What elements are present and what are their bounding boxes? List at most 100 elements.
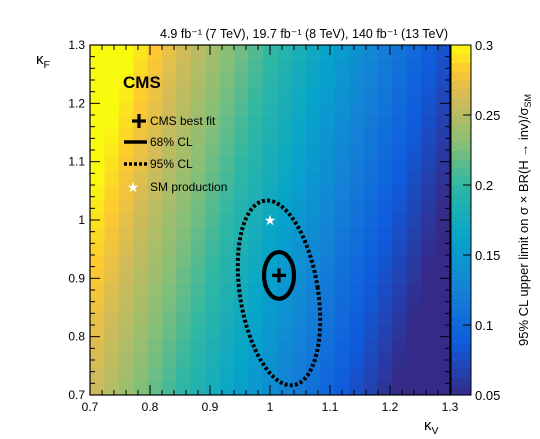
color-bar-segment — [451, 88, 471, 99]
heatmap-cell — [190, 255, 206, 270]
heatmap-cell — [392, 171, 408, 186]
heatmap-cell — [363, 115, 379, 130]
heatmap-cell — [248, 283, 264, 298]
heatmap-cell — [306, 87, 321, 102]
heatmap-cell — [90, 143, 105, 158]
heatmap-cell — [349, 199, 365, 214]
heatmap-cell — [90, 283, 105, 298]
heatmap-cell — [291, 129, 307, 144]
heatmap-cell — [392, 143, 408, 158]
heatmap-cell — [291, 59, 307, 74]
heatmap-cell — [306, 269, 321, 284]
heatmap-cell — [392, 115, 408, 130]
color-bar-segment — [451, 132, 471, 142]
heatmap-cell — [205, 143, 221, 158]
heatmap-cell — [248, 73, 264, 88]
x-axis-title: κV — [424, 417, 439, 437]
heatmap-cell — [118, 381, 134, 395]
heatmap-cell — [90, 297, 105, 312]
heatmap-cell — [162, 353, 177, 368]
heatmap-cell — [334, 59, 350, 74]
heatmap-cell — [277, 311, 293, 326]
heatmap-cell — [277, 101, 293, 116]
heatmap-cell — [190, 381, 206, 395]
heatmap-cell — [378, 255, 393, 270]
heatmap-cell — [190, 59, 206, 74]
heatmap-cell — [392, 255, 408, 270]
heatmap-cell — [118, 171, 134, 186]
heatmap-cell — [118, 255, 134, 270]
heatmap-cell — [363, 45, 379, 60]
x-tick-label: 0.7 — [82, 400, 99, 414]
svg-text:SM production: SM production — [150, 180, 227, 194]
heatmap-cell — [421, 199, 437, 214]
color-bar-segment — [451, 97, 471, 107]
heatmap-cell — [190, 115, 206, 130]
heatmap-cell — [406, 283, 422, 298]
heatmap-cell — [133, 129, 149, 144]
heatmap-cell — [349, 213, 365, 228]
heatmap-cell — [421, 213, 437, 228]
color-bar-segment — [451, 202, 471, 212]
heatmap-cell — [435, 297, 450, 312]
heatmap-cell — [118, 115, 134, 130]
y-tick-label: 1.2 — [68, 96, 85, 110]
heatmap-cell — [205, 185, 221, 200]
heatmap-cell — [435, 311, 450, 326]
heatmap-cell — [190, 241, 206, 256]
heatmap-cell — [349, 115, 365, 130]
heatmap-cell — [176, 171, 192, 186]
heatmap-cell — [392, 381, 408, 395]
heatmap-cell — [147, 339, 163, 354]
heatmap-cell — [190, 45, 206, 60]
heatmap-cell — [406, 367, 422, 382]
heatmap-cell — [248, 381, 264, 395]
svg-text:68% CL: 68% CL — [150, 135, 193, 149]
color-bar-segment — [451, 316, 471, 326]
color-bar-segment — [451, 342, 471, 352]
heatmap-cell — [162, 213, 177, 228]
color-bar-segment — [451, 298, 471, 309]
heatmap-cell — [421, 325, 437, 340]
heatmap-cells — [90, 45, 450, 395]
x-tick-label: 0.9 — [202, 400, 219, 414]
heatmap-cell — [363, 199, 379, 214]
color-bar-segment — [451, 351, 471, 361]
heatmap-cell — [133, 213, 149, 228]
heatmap-cell — [392, 297, 408, 312]
heatmap-cell — [248, 143, 264, 158]
heatmap-cell — [176, 87, 192, 102]
heatmap-cell — [320, 45, 336, 60]
heatmap-cell — [248, 45, 264, 60]
y-axis-title: κF — [36, 51, 50, 71]
legend-entry-sm: ★ SM production — [127, 179, 228, 195]
heatmap-cell — [363, 129, 379, 144]
heatmap-cell — [349, 325, 365, 340]
heatmap-cell — [421, 101, 437, 116]
heatmap-cell — [378, 115, 393, 130]
heatmap-cell — [421, 311, 437, 326]
heatmap-cell — [219, 73, 235, 88]
heatmap-cell — [205, 129, 221, 144]
heatmap-cell — [378, 59, 393, 74]
heatmap-cell — [277, 129, 293, 144]
heatmap-cell — [133, 87, 149, 102]
heatmap-cell — [162, 283, 177, 298]
heatmap-cell — [392, 101, 408, 116]
heatmap-cell — [306, 185, 321, 200]
heatmap-cell — [378, 129, 393, 144]
color-bar-segment — [451, 368, 471, 379]
heatmap-cell — [176, 353, 192, 368]
heatmap-cell — [349, 87, 365, 102]
heatmap-cell — [363, 255, 379, 270]
heatmap-cell — [334, 381, 350, 395]
heatmap-cell — [334, 367, 350, 382]
heatmap-cell — [133, 73, 149, 88]
z-tick-label: 0.3 — [475, 38, 493, 53]
heatmap-cell — [334, 45, 350, 60]
heatmap-cell — [133, 255, 149, 270]
heatmap-cell — [378, 87, 393, 102]
heatmap-cell — [306, 381, 321, 395]
heatmap-cell — [320, 297, 336, 312]
heatmap-cell — [118, 73, 134, 88]
